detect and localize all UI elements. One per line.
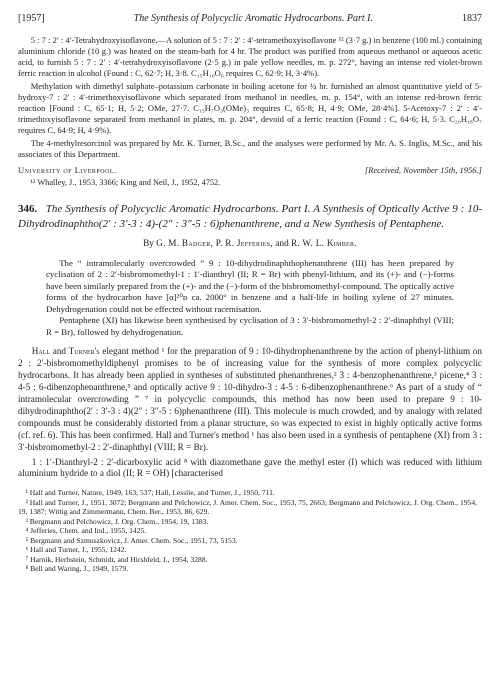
- footnote-5: ⁵ Bergmann and Szmuszkovicz, J. Amer. Ch…: [18, 536, 482, 545]
- body-lead-and: and: [53, 346, 69, 356]
- abstract-p2: Pentaphene (XI) has likewise been synthe…: [46, 315, 454, 338]
- article-title-block: 346. The Synthesis of Polycyclic Aromati…: [18, 202, 482, 232]
- footnote-4: ⁴ Jefferies, Chem. and Ind., 1955, 1425.: [18, 526, 482, 535]
- top-refs: ¹² Whalley, J., 1953, 3366; King and Nei…: [18, 178, 482, 189]
- byline-authors: G. M. Badger, P. R. Jefferies,: [156, 238, 275, 248]
- received-date: [Received, November 15th, 1956.]: [365, 165, 482, 176]
- running-head: [1957] The Synthesis of Polycyclic Aroma…: [18, 12, 482, 25]
- article-title: The Synthesis of Polycyclic Aromatic Hyd…: [18, 203, 482, 230]
- byline-and: and: [275, 238, 291, 248]
- running-title: The Synthesis of Polycyclic Aromatic Hyd…: [134, 12, 373, 25]
- running-page: 1837: [462, 12, 482, 25]
- byline-prefix: By: [143, 238, 156, 248]
- top-para-3: The 4-methylresorcinol was prepared by M…: [18, 138, 482, 160]
- body-lead-turner: Turner's: [69, 346, 100, 356]
- top-para-1: 5 : 7 : 2′ : 4′-Tetrahydroxyisoflavone.—…: [18, 35, 482, 79]
- footnote-2: ² Hall and Turner, J., 1951, 3072; Bergm…: [18, 498, 482, 517]
- footnote-8: ⁸ Bell and Waring, J., 1949, 1579.: [18, 564, 482, 573]
- abstract-p1: The “ intramolecularly overcrowded ” 9 :…: [46, 258, 454, 315]
- running-year: [1957]: [18, 12, 45, 25]
- body-p1: Hall and Turner's elegant method ¹ for t…: [18, 346, 482, 454]
- footnote-6: ⁶ Hall and Turner, J., 1955, 1242.: [18, 545, 482, 554]
- body-lead-hall: Hall: [32, 346, 53, 356]
- body-p1-rest: elegant method ¹ for the preparation of …: [18, 346, 482, 452]
- abstract: The “ intramolecularly overcrowded ” 9 :…: [46, 258, 454, 338]
- footnote-7: ⁷ Harnik, Herbstein, Schmidt, and Hirshf…: [18, 555, 482, 564]
- footnote-3: ³ Bergmann and Pelchowicz, J. Org. Chem.…: [18, 517, 482, 526]
- affiliation-row: University of Liverpool. [Received, Nove…: [18, 165, 482, 176]
- footnotes: ¹ Hall and Turner, Nature, 1949, 163, 53…: [18, 488, 482, 573]
- footnote-1: ¹ Hall and Turner, Nature, 1949, 163, 53…: [18, 488, 482, 497]
- byline: By G. M. Badger, P. R. Jefferies, and R.…: [18, 238, 482, 250]
- body-p2: 1 : 1′-Dianthryl-2 : 2′-dicarboxylic aci…: [18, 457, 482, 481]
- byline-last: R. W. L. Kimber.: [291, 238, 357, 248]
- affiliation: University of Liverpool.: [18, 165, 117, 176]
- top-para-2: Methylation with dimethyl sulphate–potas…: [18, 81, 482, 136]
- article-number: 346.: [18, 203, 37, 215]
